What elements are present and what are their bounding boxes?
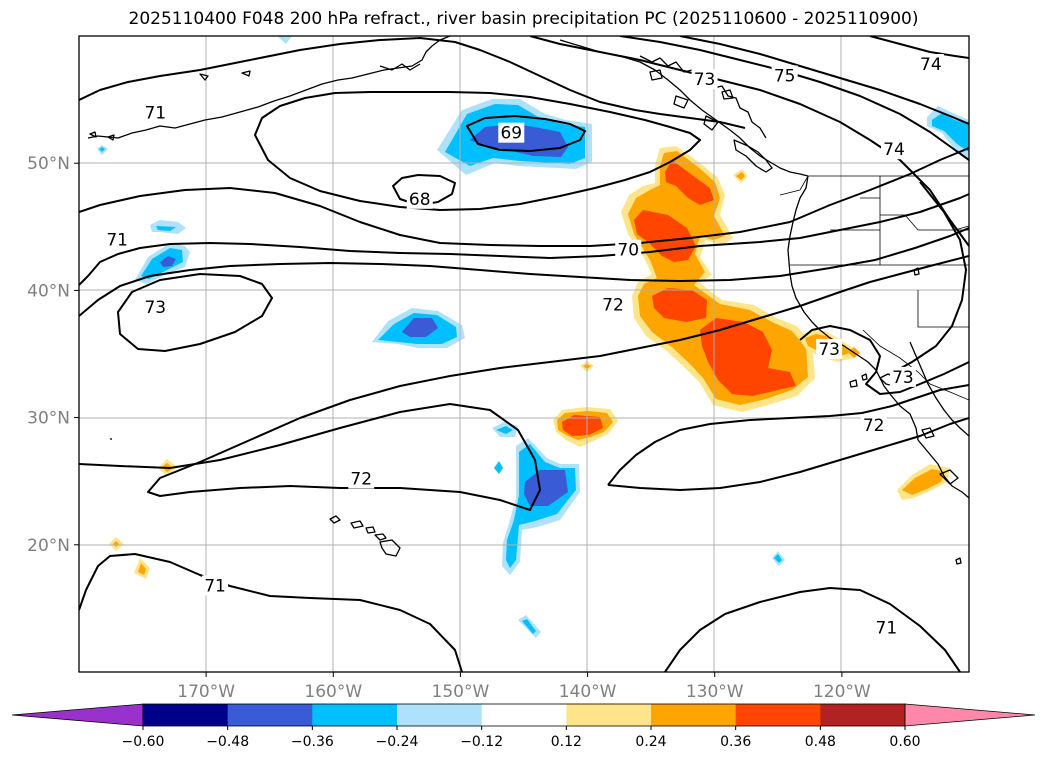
longitude-tick-label: 160°W <box>304 682 362 702</box>
contour-label: 71 <box>144 103 166 123</box>
colorbar-segment <box>397 704 483 726</box>
contour-label: 72 <box>602 295 624 315</box>
latitude-tick-label: 50°N <box>27 154 70 174</box>
contour-label: 73 <box>694 70 716 90</box>
contour-label: 72 <box>350 470 372 490</box>
contour-label-bg <box>880 139 907 160</box>
colorbar-tick-label: 0.60 <box>889 734 920 750</box>
latitude-tick-label: 30°N <box>27 409 70 429</box>
contour-label-bg <box>406 188 433 209</box>
longitude-tick-label: 170°W <box>177 682 235 702</box>
contour-label-bg <box>498 122 525 143</box>
map-frame <box>78 35 970 673</box>
contour-labels: 71 69 68 73 75 74 74 71 70 73 72 73 73 72 72 71 71 <box>104 53 944 638</box>
contour-label-bg <box>873 617 900 638</box>
longitude-tick-label: 140°W <box>559 682 617 702</box>
colorbar-extend-low <box>11 703 144 727</box>
colorbar-extend-high <box>904 703 1036 727</box>
colorbar-tick-label: 0.12 <box>551 734 582 750</box>
longitude-axis: 170°W 160°W 150°W 140°W 130°W 120°W <box>177 672 871 702</box>
contour-label: 75 <box>774 66 796 86</box>
colorbar-segment <box>227 704 313 726</box>
colorbar-tick-label: −0.60 <box>122 734 165 750</box>
contour-label-bg <box>889 366 916 387</box>
shading-negative-south <box>277 36 785 638</box>
contour-label: 71 <box>876 618 898 638</box>
latitude-tick-label: 20°N <box>27 536 70 556</box>
contour-label: 69 <box>500 124 522 144</box>
contour-label-bg <box>202 575 229 596</box>
contour-label-bg <box>917 53 944 74</box>
contour-label-bg <box>348 468 375 489</box>
contour-label: 68 <box>409 190 431 210</box>
contour-label-bg <box>816 338 843 359</box>
contour-label-bg <box>691 69 718 90</box>
colorbar-tick-label: 0.36 <box>720 734 751 750</box>
contour-label: 73 <box>818 340 840 360</box>
contour-label-bg <box>104 229 131 250</box>
contour-label-bg <box>600 294 626 315</box>
contour-label: 74 <box>920 55 942 75</box>
contour-label: 73 <box>144 298 166 318</box>
colorbar: −0.60 −0.48 −0.36 −0.24 −0.12 0.12 0.24 0.36 0.4… <box>11 703 1036 750</box>
contour-label-bg <box>142 102 169 123</box>
colorbar-segment <box>481 704 567 726</box>
latitude-tick-label: 40°N <box>27 281 70 301</box>
colorbar-tick-label: 0.24 <box>635 734 666 750</box>
colorbar-tick-label: −0.48 <box>206 734 249 750</box>
longitude-tick-label: 130°W <box>686 682 744 702</box>
contour-label: 73 <box>892 368 914 388</box>
contour-label-bg <box>142 296 169 317</box>
colorbar-segment <box>312 704 398 726</box>
colorbar-tick-label: −0.12 <box>460 734 503 750</box>
contour-label: 70 <box>617 241 639 261</box>
colorbar-segment <box>735 704 821 726</box>
colorbar-outline <box>142 703 906 727</box>
contour-label-bg <box>771 65 798 86</box>
shading-negative-west <box>97 145 190 284</box>
colorbar-segment <box>820 704 906 726</box>
contour-label: 71 <box>204 577 226 597</box>
contour-label-bg <box>860 415 887 436</box>
longitude-tick-label: 120°W <box>813 682 871 702</box>
contour-label-bg <box>615 239 642 260</box>
map-title: 2025110400 F048 200 hPa refract., river … <box>128 9 919 29</box>
colorbar-tick-label: 0.48 <box>805 734 836 750</box>
map-content: 71 69 68 73 75 74 74 71 70 73 72 73 73 72 72 71 71 <box>79 36 969 672</box>
colorbar-tick-label: −0.36 <box>291 734 334 750</box>
colorbar-segment <box>651 704 737 726</box>
colorbar-segment <box>143 704 229 726</box>
latitude-axis: 50°N 40°N 30°N 20°N <box>27 154 79 556</box>
longitude-tick-label: 150°W <box>432 682 490 702</box>
contour-label: 72 <box>863 416 885 436</box>
contour-label: 71 <box>106 231 128 251</box>
colorbar-segment <box>566 704 652 726</box>
shading-negative-central <box>372 308 465 348</box>
colorbar-tick-label: −0.24 <box>376 734 419 750</box>
contour-label: 74 <box>883 140 905 160</box>
